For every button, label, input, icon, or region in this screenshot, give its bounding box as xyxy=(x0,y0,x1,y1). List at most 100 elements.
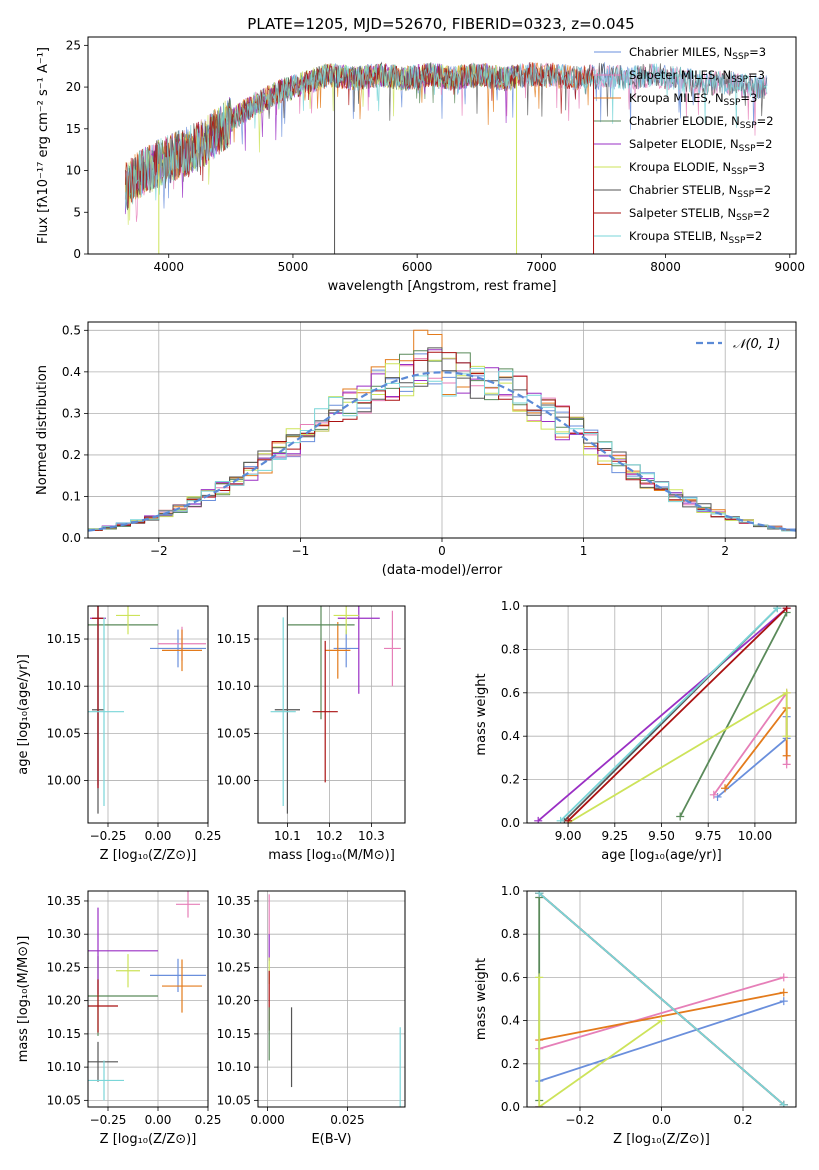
plot-area xyxy=(270,606,401,814)
errorbar-point xyxy=(312,640,338,783)
plot-area xyxy=(88,329,796,532)
axes-frame xyxy=(526,605,797,824)
mass-weight-series-line xyxy=(538,1000,785,1082)
y-tick-label: 0.0 xyxy=(501,816,520,830)
y-tick-label: 0.4 xyxy=(501,1014,520,1028)
x-tick-label: −2 xyxy=(150,544,168,558)
legend-entry-text: Salpeter MILES, N xyxy=(629,68,731,82)
mass-weight-marker xyxy=(721,784,730,793)
y-tick-label: 10.05 xyxy=(217,726,251,740)
legend-entry-text: Salpeter STELIB, N xyxy=(629,206,736,220)
y-tick-label: 10.10 xyxy=(47,679,81,693)
legend-entry-text: Kroupa STELIB, N xyxy=(629,229,729,243)
spectrum-series-line xyxy=(124,62,768,209)
legend-entry-label: Kroupa STELIB, NSSP=2 xyxy=(629,229,762,246)
y-tick-label: 1.0 xyxy=(501,599,520,613)
legend-entry-text: Chabrier STELIB, N xyxy=(629,183,737,197)
errorbar-point xyxy=(162,629,202,672)
plot-area xyxy=(535,891,788,1107)
y-tick-label: 0.5 xyxy=(62,323,81,337)
y-tick-label: 10.00 xyxy=(217,774,251,788)
y-axis-label: mass weight xyxy=(474,673,489,755)
y-tick-label: 0.0 xyxy=(501,1100,520,1114)
y-tick-label: 10.05 xyxy=(47,1093,81,1107)
mass-weight-marker xyxy=(535,973,544,982)
mass-weight-series-line xyxy=(724,705,788,789)
axes-frame xyxy=(87,321,797,539)
legend-entry-label: Kroupa ELODIE, NSSP=3 xyxy=(629,160,765,177)
spectrum-panel: 4000 5000 6000 7000 8000 9000 0 5 10 15 20 25 wavele… xyxy=(36,36,805,294)
y-tick-label: 0.8 xyxy=(501,642,520,656)
x-axis-label: Z [log₁₀(Z/Z⊙)] xyxy=(100,848,197,863)
y-tick-label: 0.8 xyxy=(501,927,520,941)
x-tick-label: 8000 xyxy=(650,260,681,274)
plot-area xyxy=(124,61,768,254)
y-axis-label: age [log₁₀(age/yr)] xyxy=(16,654,31,775)
mass-weight-marker xyxy=(779,1100,788,1107)
x-tick-label: 9.25 xyxy=(601,829,628,843)
y-tick-label: 10.25 xyxy=(217,960,251,974)
mass-weight-marker xyxy=(709,790,718,799)
y-tick-label: 0.2 xyxy=(62,448,81,462)
y-tick-label: 10.35 xyxy=(47,894,81,908)
legend-entry-text: Kroupa MILES, N xyxy=(629,91,724,105)
y-tick-label: 5 xyxy=(73,205,81,219)
errorbar-point xyxy=(88,617,124,807)
legend-entry-subscript: SSP xyxy=(736,213,753,223)
mass-weight-series-line xyxy=(538,976,785,1050)
histogram-step-series xyxy=(88,367,796,532)
mass-weight-series-line xyxy=(567,607,788,822)
grid-lines xyxy=(258,891,405,1107)
x-axis-label: age [log₁₀(age/yr)] xyxy=(601,848,722,863)
plot-area xyxy=(88,606,206,814)
y-tick-label: 10.10 xyxy=(217,1060,251,1074)
massweight-vs-metallicity-panel: −0.2 0.0 0.2 0.0 0.2 0.4 0.6 0.8 1.0 Z [log₁₀(Z/Z… xyxy=(474,884,797,1147)
legend-entry-subscript: SSP xyxy=(737,190,754,200)
y-axis-label: mass [log₁₀(M/M⊙)] xyxy=(16,936,31,1063)
y-tick-label: 10.05 xyxy=(47,726,81,740)
y-tick-label: 0.6 xyxy=(501,970,520,984)
legend-entry-text: Chabrier ELODIE, N xyxy=(629,114,740,128)
legend-entry-value: =3 xyxy=(749,45,766,59)
mass-weight-marker xyxy=(782,732,791,741)
mass-weight-series-line xyxy=(559,607,778,822)
mass-weight-series-line xyxy=(679,612,788,817)
errorbar-point xyxy=(333,606,359,635)
x-tick-label: −0.2 xyxy=(565,1113,594,1127)
legend-entry-label: Chabrier ELODIE, NSSP=2 xyxy=(629,114,774,131)
y-tick-label: 10.30 xyxy=(217,927,251,941)
y-tick-label: 10.10 xyxy=(217,679,251,693)
legend-entry-subscript: SSP xyxy=(724,98,741,108)
y-tick-label: 0.2 xyxy=(501,773,520,787)
legend-entry-label: Chabrier MILES, NSSP=3 xyxy=(629,45,766,62)
mass-weight-marker xyxy=(773,606,782,613)
x-axis-label: Z [log₁₀(Z/Z⊙)] xyxy=(100,1132,197,1147)
legend-entry-subscript: SSP xyxy=(732,52,749,62)
mass-weight-marker xyxy=(782,760,791,769)
x-tick-label: 10.3 xyxy=(358,829,385,843)
mass-weight-marker xyxy=(782,606,791,613)
errorbar-point xyxy=(150,629,206,668)
y-tick-label: 15 xyxy=(66,122,81,136)
x-axis-label: E(B-V) xyxy=(311,1132,351,1147)
legend-entry-text: Salpeter ELODIE, N xyxy=(629,137,739,151)
y-tick-label: 10.00 xyxy=(47,774,81,788)
y-tick-label: 0.3 xyxy=(62,406,81,420)
legend-entry-value: =3 xyxy=(740,91,757,105)
legend-entry-subscript: SSP xyxy=(740,121,757,131)
mass-weight-series-line xyxy=(538,892,785,1106)
x-axis-label: (data-model)/error xyxy=(382,563,503,578)
errorbar-point xyxy=(88,1060,124,1101)
y-tick-label: 0.0 xyxy=(62,531,81,545)
age-vs-metallicity-panel: −0.25 0.00 0.25 10.00 10.05 10.10 10.15 Z [log₁… xyxy=(16,605,221,863)
errorbar-point xyxy=(116,954,140,988)
y-tick-label: 10.25 xyxy=(47,960,81,974)
x-axis-label: mass [log₁₀(M/M⊙)] xyxy=(268,848,395,863)
x-tick-label: 9.50 xyxy=(648,829,675,843)
errorbar-point xyxy=(287,606,355,720)
x-tick-label: 10.00 xyxy=(738,829,772,843)
x-tick-label: 1 xyxy=(580,544,588,558)
grid-lines xyxy=(88,606,209,823)
y-tick-label: 10.15 xyxy=(47,1027,81,1041)
